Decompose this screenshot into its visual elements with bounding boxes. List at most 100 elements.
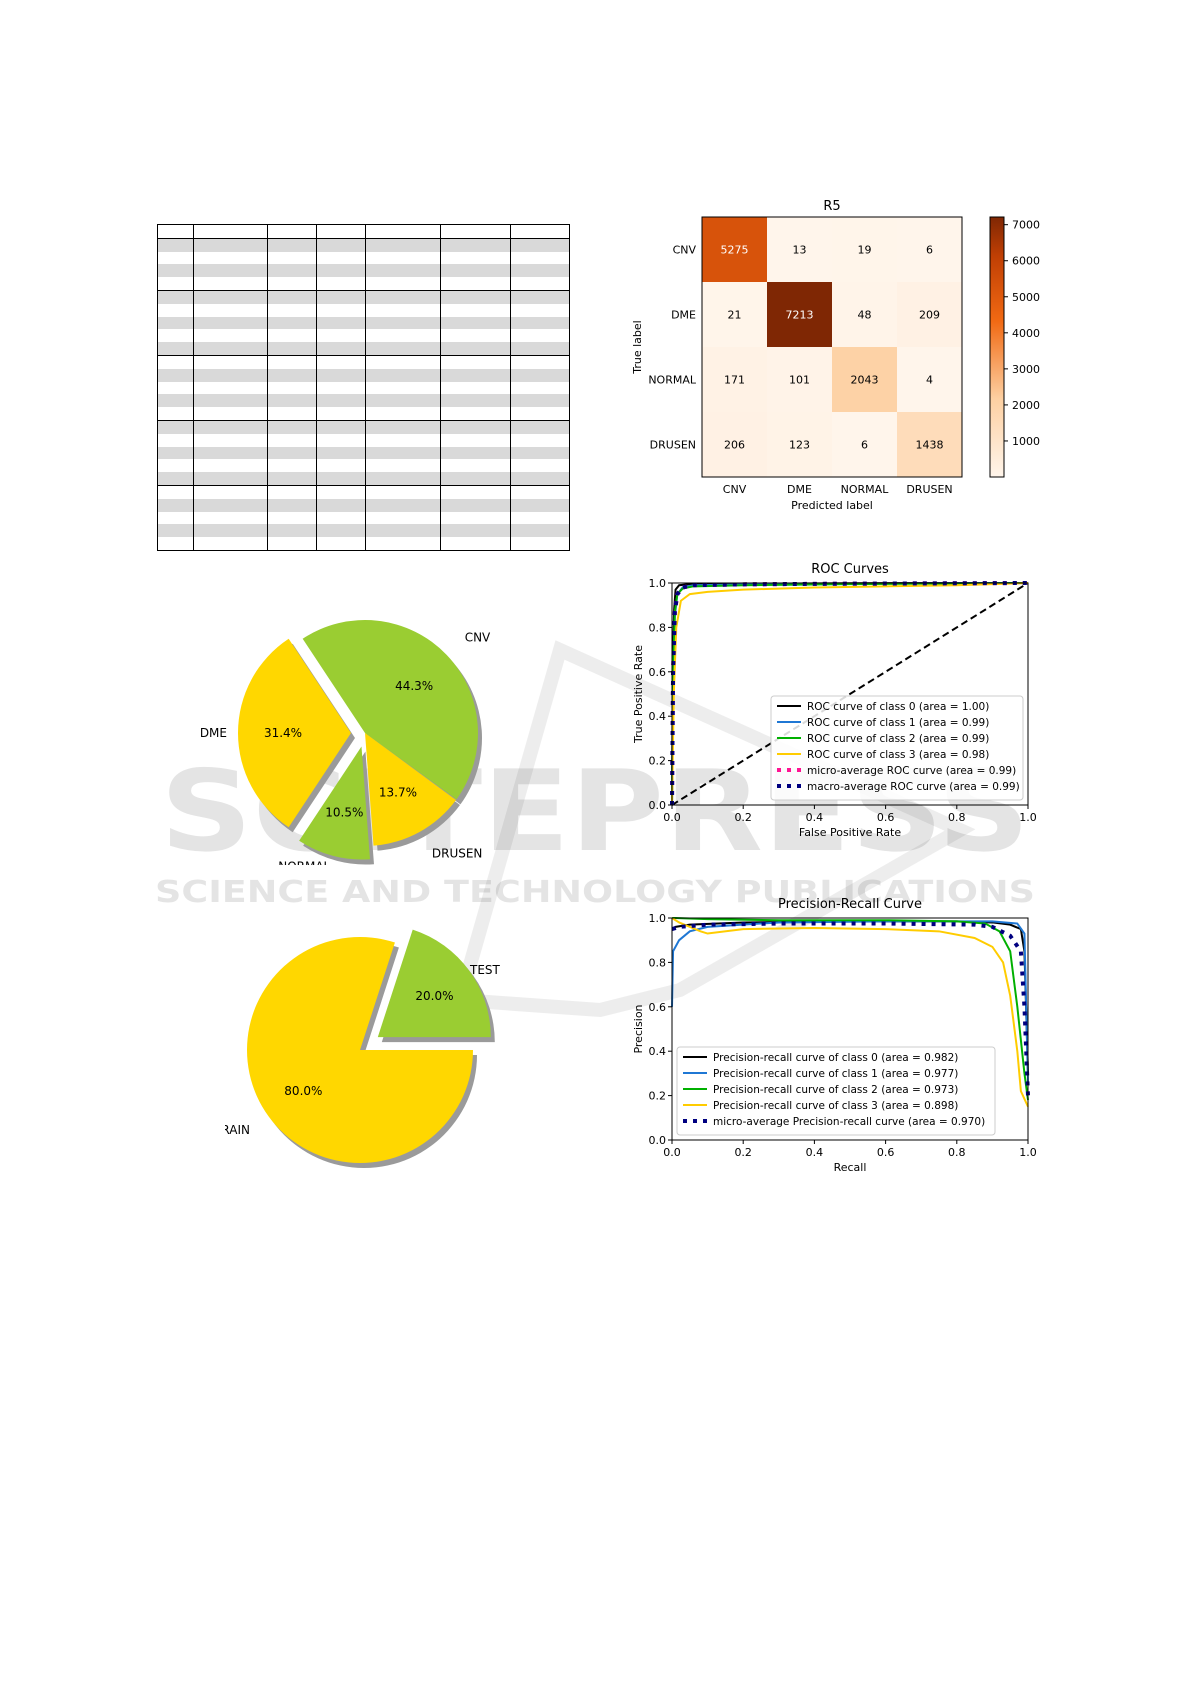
x-tick-label: 0.8: [948, 1146, 966, 1159]
table-cell: [316, 289, 366, 304]
table-cell: [365, 329, 441, 343]
table-cell: [510, 277, 570, 291]
legend-entry: Precision-recall curve of class 1 (area …: [713, 1068, 958, 1080]
table-row: [158, 537, 570, 551]
confusion-matrix-chart: R5 5275 13 19 6 21 7213 48 209 171 101 2043 4 206 123…: [631, 199, 1040, 512]
table-cell: [510, 303, 570, 317]
table-row: [158, 224, 570, 239]
table-cell: [157, 264, 194, 278]
colorbar-tick-label: 5000: [1012, 291, 1040, 304]
chart-title: Precision-Recall Curve: [778, 897, 922, 912]
table-cell: [365, 433, 441, 447]
table-cell: [193, 368, 268, 382]
table-cell: [267, 289, 317, 304]
table-cell: [193, 394, 268, 408]
table-cell: [510, 446, 570, 460]
table-cell: [157, 368, 194, 382]
legend-entry: Precision-recall curve of class 3 (area …: [713, 1100, 958, 1112]
table-cell: [316, 511, 366, 525]
cm-x-tick-label: NORMAL: [841, 483, 890, 496]
x-tick-label: 0.2: [734, 811, 752, 824]
legend-entry: macro-average ROC curve (area = 0.99): [807, 781, 1020, 793]
legend-entry: ROC curve of class 0 (area = 1.00): [807, 701, 989, 713]
x-tick-label: 0.6: [877, 1146, 895, 1159]
table-row: [157, 342, 570, 356]
table-cell: [440, 342, 511, 356]
cm-cell: [832, 412, 897, 477]
table-row: [158, 329, 570, 343]
table-cell: [510, 459, 570, 473]
y-tick-label: 0.0: [649, 1134, 667, 1147]
table-cell: [157, 446, 194, 460]
table-cell: [267, 419, 317, 434]
table-cell: [365, 484, 441, 499]
table-cell: [267, 394, 317, 408]
x-tick-label: 0.2: [734, 1146, 752, 1159]
legend-entry: micro-average Precision-recall curve (ar…: [713, 1116, 985, 1128]
table-cell: [193, 277, 268, 291]
table-cell: [440, 237, 511, 252]
table-cell: [510, 251, 570, 265]
colorbar-tick-label: 7000: [1012, 219, 1040, 232]
table-cell: [440, 459, 511, 473]
x-tick-label: 0.0: [663, 811, 681, 824]
table-cell: [365, 368, 441, 382]
table-cell: [193, 224, 268, 239]
table-cell: [316, 537, 366, 551]
table-cell: [193, 303, 268, 317]
cm-value-label: 123: [789, 439, 810, 452]
table-cell: [510, 537, 570, 551]
legend-entry: ROC curve of class 1 (area = 0.99): [807, 717, 989, 729]
table-cell: [440, 251, 511, 265]
pie-slice: [299, 746, 370, 860]
table-cell: [267, 368, 317, 382]
table-cell: [365, 316, 441, 330]
pie-category-label: TEST: [469, 963, 501, 977]
table-cell: [267, 316, 317, 330]
table-cell: [157, 316, 194, 330]
table-cell: [267, 446, 317, 460]
table-cell: [316, 498, 366, 512]
table-cell: [193, 329, 268, 343]
table-cell: [316, 381, 366, 395]
table-cell: [267, 251, 317, 265]
table-cell: [316, 407, 366, 421]
table-cell: [267, 524, 317, 538]
cm-cell: [832, 347, 897, 412]
pie-slice: [238, 638, 351, 828]
table-cell: [267, 329, 317, 343]
cm-value-label: 4: [926, 374, 933, 387]
legend-entry: ROC curve of class 3 (area = 0.98): [807, 749, 989, 761]
table-cell: [365, 381, 441, 395]
table-cell: [510, 524, 570, 538]
y-axis-label: Precision: [632, 1004, 645, 1053]
pie-pct-label: 13.7%: [379, 785, 417, 799]
table-cell: [316, 394, 366, 408]
table-cell: [157, 524, 194, 538]
table-cell: [440, 419, 511, 434]
table-cell: [440, 329, 511, 343]
pie-category-label: NORMAL: [278, 860, 330, 865]
table-cell: [193, 289, 268, 304]
table-row: [157, 316, 570, 330]
cm-cell: [767, 282, 832, 347]
table-cell: [158, 277, 194, 290]
table-cell: [193, 524, 268, 538]
cm-cell: [702, 412, 767, 477]
pie-pct-label: 10.5%: [325, 805, 363, 819]
table-cell: [158, 225, 194, 239]
cm-cell: [897, 412, 962, 477]
table-cell: [158, 304, 194, 317]
table-cell: [316, 446, 366, 460]
cm-x-tick-label: CNV: [723, 483, 747, 496]
x-tick-label: 0.8: [948, 811, 966, 824]
cm-cell: [897, 282, 962, 347]
table-row: [158, 511, 570, 525]
table-cell: [440, 484, 511, 499]
table-cell: [157, 419, 194, 434]
table-cell: [316, 484, 366, 499]
table-row: [157, 498, 570, 512]
series-line: [671, 920, 1029, 1085]
table-cell: [267, 484, 317, 499]
pie-slice: [377, 929, 491, 1038]
